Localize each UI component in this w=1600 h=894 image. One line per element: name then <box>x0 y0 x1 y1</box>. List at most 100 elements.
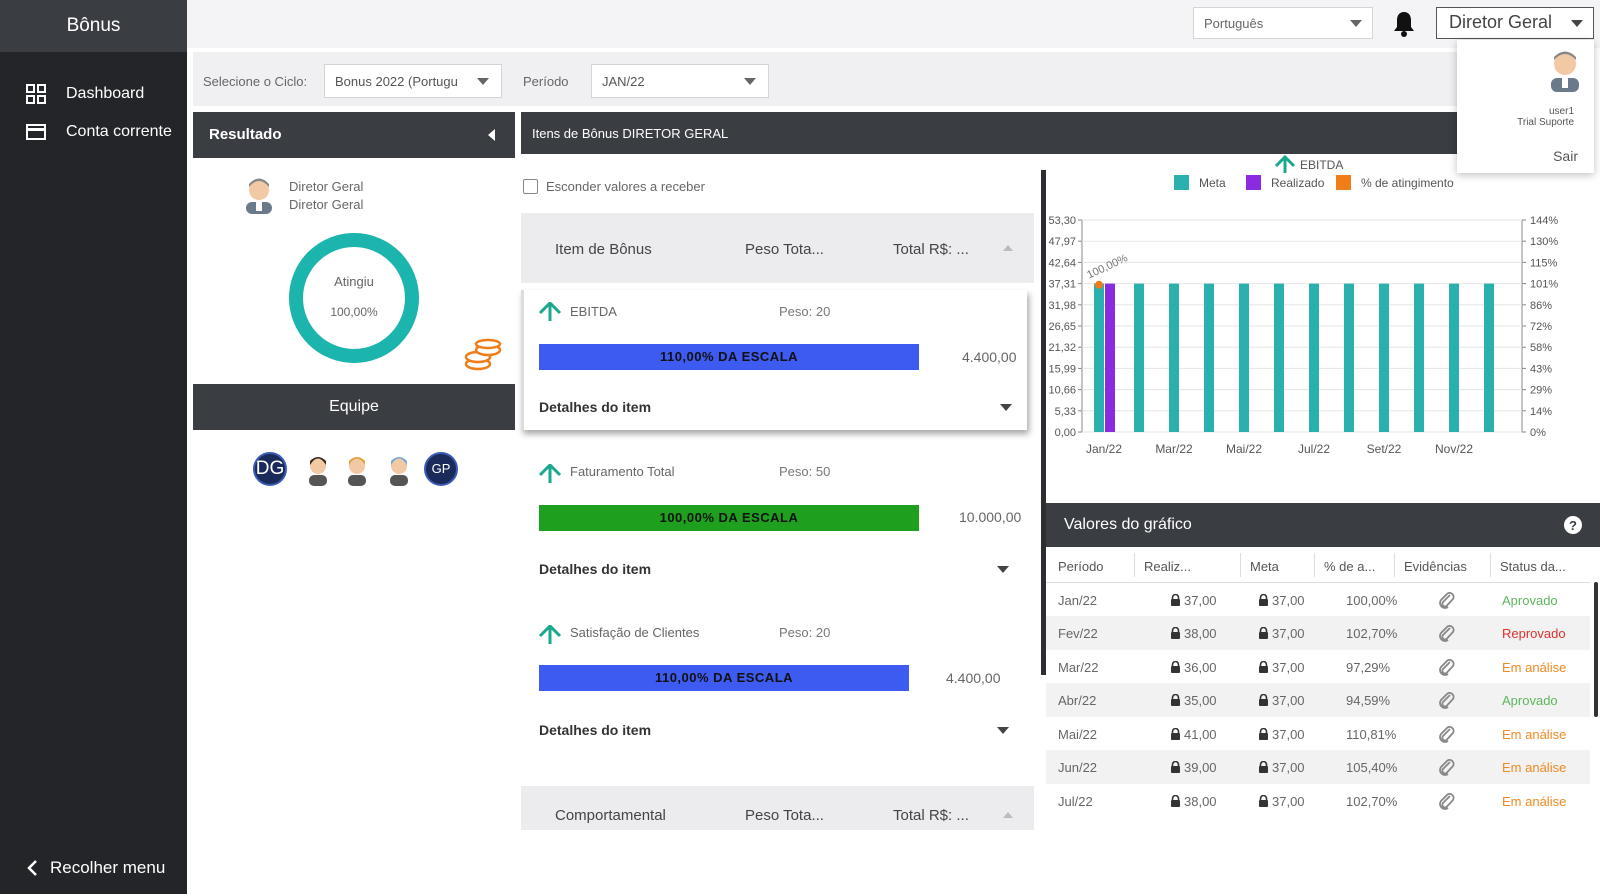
paperclip-icon[interactable] <box>1438 623 1456 646</box>
item-details-toggle[interactable]: Detalhes do item <box>539 561 652 577</box>
col-separator[interactable] <box>1134 553 1135 577</box>
scrollbar[interactable] <box>1594 582 1598 717</box>
col-separator[interactable] <box>1394 553 1395 577</box>
col-item-header[interactable]: Item de Bônus <box>555 241 652 258</box>
y-left-tick-label: 0,00 <box>1055 427 1076 439</box>
sidebar-item-label: Dashboard <box>66 85 145 102</box>
y-right-tick-label: 58% <box>1530 342 1552 354</box>
item-progress-bar: 110,00% DA ESCALA <box>539 665 909 691</box>
user-dropdown: user1 Trial Suporte Sair <box>1457 40 1594 173</box>
employee-role: Diretor Geral <box>289 197 364 212</box>
paperclip-icon[interactable] <box>1438 724 1456 747</box>
sidebar-item-label: Conta corrente <box>66 123 172 140</box>
bar-realizado <box>1105 283 1115 432</box>
y-right-tick-label: 144% <box>1530 215 1558 227</box>
col-total-header[interactable]: Total R$: ... <box>893 241 969 258</box>
col-separator[interactable] <box>1240 553 1241 577</box>
cell-status: Reprovado <box>1502 626 1566 641</box>
cell-periodo: Jan/22 <box>1058 593 1098 608</box>
coins-icon[interactable] <box>464 338 502 372</box>
chevron-down-icon[interactable] <box>997 727 1009 734</box>
avatar-person-4[interactable] <box>382 452 416 486</box>
col-header-3[interactable]: % de a... <box>1324 559 1376 574</box>
avatar-dg[interactable]: DG <box>253 452 287 486</box>
cycle-label: Selecione o Ciclo: <box>203 74 308 89</box>
item-details-toggle[interactable]: Detalhes do item <box>539 722 652 738</box>
sidebar-item-conta-corrente[interactable]: Conta corrente <box>0 113 187 151</box>
collapse-menu-label: Recolher menu <box>50 858 166 877</box>
bell-icon[interactable] <box>1392 10 1416 38</box>
avatar <box>246 178 272 214</box>
col-header-4[interactable]: Evidências <box>1404 559 1467 574</box>
col-peso-header[interactable]: Peso Tota... <box>745 807 824 824</box>
collapse-left-icon <box>488 129 495 141</box>
col-header-2[interactable]: Meta <box>1250 559 1279 574</box>
cell-atingimento: 97,29% <box>1346 659 1391 675</box>
equipe-header[interactable]: Equipe <box>193 384 515 430</box>
col-total-header[interactable]: Total R$: ... <box>893 807 969 824</box>
language-value: Português <box>1204 16 1264 31</box>
language-select[interactable]: Português <box>1193 7 1373 39</box>
paperclip-icon[interactable] <box>1438 791 1456 814</box>
item-name: Faturamento Total <box>570 464 675 479</box>
cycle-select[interactable]: Bonus 2022 (Portugu <box>324 64 502 98</box>
paperclip-icon[interactable] <box>1438 657 1456 680</box>
item-card-ebitda: EBITDA Peso: 20 110,00% DA ESCALA 4.400,… <box>521 290 1027 430</box>
sort-up-icon[interactable] <box>1003 812 1013 818</box>
arrow-up-icon <box>538 625 562 644</box>
logout-link[interactable]: Sair <box>1553 148 1578 164</box>
table-row: Jan/22 37,00 37,00 100,00% Aprovado <box>1046 583 1590 616</box>
cell-periodo: Jun/22 <box>1058 760 1098 775</box>
paperclip-icon[interactable] <box>1438 757 1456 780</box>
paperclip-icon[interactable] <box>1438 590 1456 613</box>
col-item-header[interactable]: Comportamental <box>555 807 666 824</box>
col-separator[interactable] <box>1314 553 1315 577</box>
item-progress-bar: 100,00% DA ESCALA <box>539 505 919 531</box>
sort-up-icon[interactable] <box>1003 245 1013 251</box>
x-tick-label: Mai/22 <box>1226 442 1262 456</box>
help-icon[interactable]: ? <box>1564 516 1582 534</box>
avatar-person-2[interactable] <box>301 452 335 486</box>
y-left-tick-label: 21,32 <box>1048 342 1076 354</box>
cell-periodo: Abr/22 <box>1058 693 1097 708</box>
user-menu-button[interactable]: Diretor Geral <box>1436 7 1594 39</box>
avatar-gp[interactable]: GP <box>424 452 458 486</box>
cell-status: Em análise <box>1502 793 1567 809</box>
y-left-tick-label: 26,65 <box>1048 321 1076 333</box>
cell-realizado: 39,00 <box>1170 760 1217 775</box>
col-header-5[interactable]: Status da... <box>1500 559 1566 574</box>
ebitda-chart: EBITDA Meta Realizado % de atingimento 53,30… <box>1048 155 1558 456</box>
bar-meta <box>1094 283 1104 432</box>
collapse-menu-button[interactable]: Recolher menu <box>26 858 165 878</box>
y-left-tick-label: 47,97 <box>1048 236 1076 248</box>
item-progress-bar: 110,00% DA ESCALA <box>539 344 919 370</box>
cell-atingimento: 94,59% <box>1346 693 1391 708</box>
hide-values-checkbox[interactable] <box>523 179 538 194</box>
chevron-down-icon[interactable] <box>997 566 1009 573</box>
item-details-toggle[interactable]: Detalhes do item <box>539 399 652 415</box>
y-left-tick-label: 5,33 <box>1055 406 1076 418</box>
period-select[interactable]: JAN/22 <box>591 64 769 98</box>
item-amount: 4.400,00 <box>962 349 1017 365</box>
col-peso-header[interactable]: Peso Tota... <box>745 241 824 258</box>
sidebar: Bônus Dashboard Conta corrente Recolher … <box>0 0 187 894</box>
resultado-title: Resultado <box>209 126 282 143</box>
panel-divider[interactable] <box>1041 170 1046 675</box>
col-header-0[interactable]: Período <box>1058 559 1104 574</box>
avatar-person-3[interactable] <box>340 452 374 486</box>
col-separator[interactable] <box>1490 553 1491 577</box>
sidebar-item-dashboard[interactable]: Dashboard <box>0 75 187 113</box>
chevron-down-icon[interactable] <box>1000 404 1012 411</box>
cell-periodo: Mai/22 <box>1058 726 1098 742</box>
data-label: 100,00% <box>1085 252 1130 281</box>
resultado-header[interactable]: Resultado <box>193 112 515 158</box>
lock-icon <box>1171 660 1180 673</box>
legend-label: Meta <box>1199 176 1226 190</box>
hide-values-label: Esconder valores a receber <box>546 179 705 194</box>
cell-periodo: Jul/22 <box>1058 793 1093 809</box>
topbar <box>187 0 1600 48</box>
bar-meta <box>1134 283 1144 432</box>
col-header-1[interactable]: Realiz... <box>1144 559 1191 574</box>
paperclip-icon[interactable] <box>1438 690 1456 713</box>
cell-status: Em análise <box>1502 726 1567 742</box>
